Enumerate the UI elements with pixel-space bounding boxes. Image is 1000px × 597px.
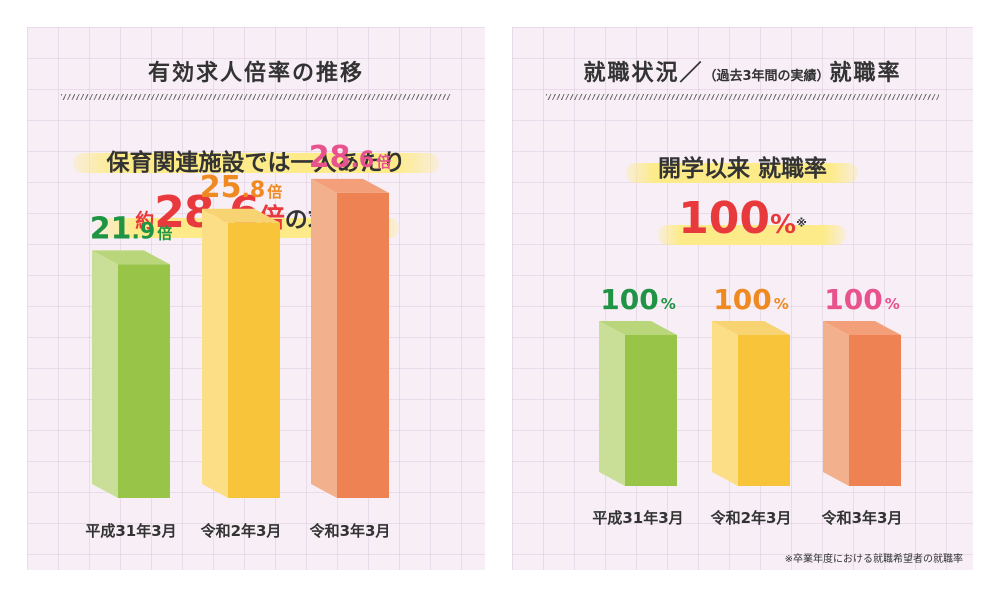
bar-令和2年3月 — [712, 321, 790, 486]
bar-令和3年3月 — [311, 178, 389, 498]
bar-value-label: 100% — [600, 283, 675, 316]
bar-side-face — [311, 178, 337, 498]
bar-value-label: 25.8 倍 — [200, 170, 282, 205]
x-axis-label: 平成31年3月 — [85, 522, 177, 540]
note-mark: ※ — [796, 216, 807, 230]
title-divider — [61, 94, 451, 100]
bar-front-face — [849, 335, 901, 486]
bar-平成31年3月 — [92, 250, 170, 498]
bar-top-face — [823, 321, 901, 335]
bar-front-face — [738, 335, 790, 486]
bar-side-face — [823, 321, 849, 486]
bar-top-face — [712, 321, 790, 335]
bar-top-face — [311, 178, 389, 193]
right-title-period: （過去3年間の実績） — [703, 69, 830, 84]
bar-平成31年3月 — [599, 321, 677, 486]
bar-value-label: 100% — [824, 283, 899, 316]
right-title-end: 就職率 — [829, 61, 902, 86]
rate-value: 100 — [678, 193, 771, 244]
title-divider — [546, 94, 939, 100]
bar-front-face — [118, 264, 170, 498]
headline-highlight — [626, 163, 858, 183]
bar-value-label: 100% — [713, 283, 788, 316]
bar-side-face — [202, 208, 228, 499]
bar-top-face — [92, 250, 170, 265]
employment-rate-panel: 就職状況／（過去3年間の実績）就職率 開学以来 就職率 100%※ 100% 10… — [512, 27, 973, 570]
bar-top-face — [202, 208, 280, 223]
bar-front-face — [337, 192, 389, 498]
job-offer-ratio-panel: 有効求人倍率の推移 保育関連施設では一人あたり 約28.6倍の求人！ 21.9倍… — [27, 27, 485, 570]
bar-side-face — [92, 250, 118, 498]
bar-side-face — [712, 321, 738, 486]
bar-top-face — [599, 321, 677, 335]
job-offer-ratio-chart: 21.9 倍 25.8 倍 28.6 倍 — [90, 140, 391, 499]
x-axis-label: 平成31年3月 — [592, 509, 684, 527]
right-headline-1: 開学以来 就職率 — [657, 156, 827, 182]
approx-prefix: 約 — [135, 210, 155, 232]
bar-value-label: 21.9 倍 — [90, 211, 172, 246]
bar-令和3年3月 — [823, 321, 901, 486]
bar-side-face — [599, 321, 625, 486]
right-headline-2: 100%※ — [512, 193, 973, 244]
headline-highlight — [73, 153, 439, 173]
x-axis-label: 令和3年3月 — [821, 509, 903, 527]
left-panel-title: 有効求人倍率の推移 — [147, 61, 364, 86]
rate-unit: % — [770, 210, 797, 240]
bar-value-label: 28.6 倍 — [309, 140, 391, 175]
right-title-main: 就職状況／ — [583, 61, 704, 86]
employment-rate-chart: 100% 100% 100% — [599, 283, 901, 486]
x-axis-label: 令和2年3月 — [710, 509, 792, 527]
x-axis-label: 令和3年3月 — [309, 522, 391, 540]
headline-highlight — [658, 225, 846, 245]
x-axis-label: 令和2年3月 — [200, 522, 282, 540]
left-headline-1: 保育関連施設では一人あたり — [106, 150, 406, 176]
right-panel-title: 就職状況／（過去3年間の実績）就職率 — [512, 55, 973, 87]
bar-front-face — [625, 335, 677, 486]
bar-令和2年3月 — [202, 208, 280, 499]
bar-front-face — [228, 222, 280, 499]
footnote: ※卒業年度における就職希望者の就職率 — [784, 554, 963, 565]
